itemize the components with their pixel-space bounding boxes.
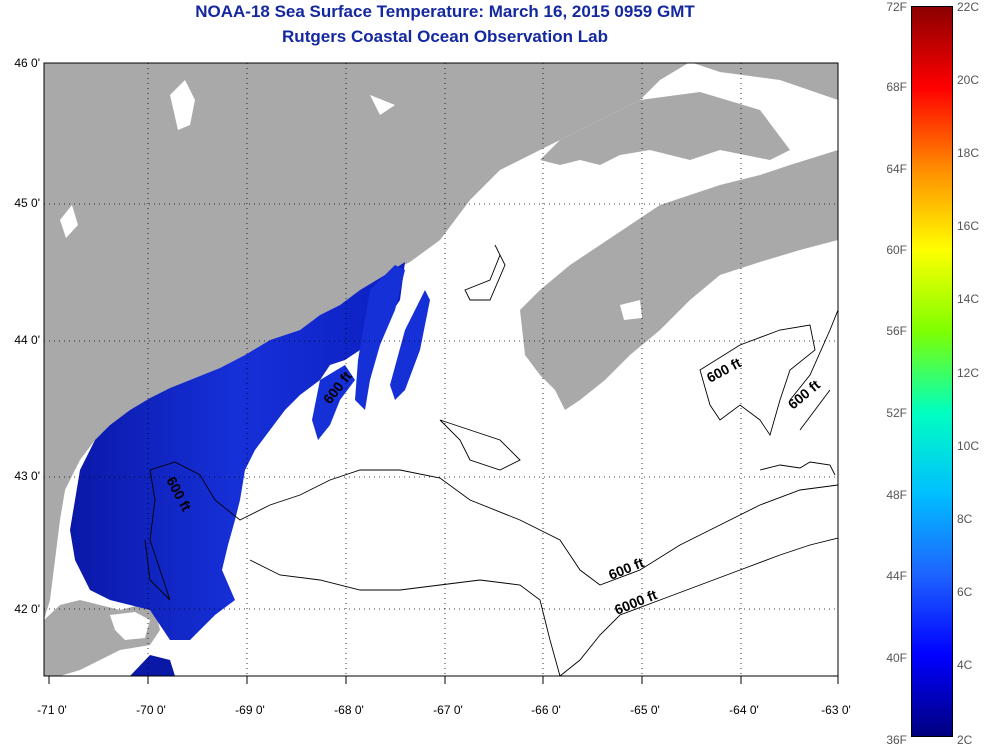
sst-data-south xyxy=(130,655,175,676)
colorbar-c-label: 12C xyxy=(957,366,980,380)
sst-data-strip xyxy=(390,290,430,400)
contour-600ft-ns-east2 xyxy=(789,309,838,431)
colorbar-c-label: 6C xyxy=(957,585,973,599)
land-nova-scotia xyxy=(520,150,838,410)
contour-600ft-gulf xyxy=(149,461,838,586)
lake xyxy=(370,95,395,115)
colorbar-c-label: 16C xyxy=(957,219,980,233)
map-frame xyxy=(43,62,839,677)
lon-tick-label: -71 0' xyxy=(37,703,67,717)
colorbar-f-label: 52F xyxy=(886,406,907,420)
lon-tick-label: -67 0' xyxy=(433,703,463,717)
lat-tick-label: 43 0' xyxy=(14,469,40,483)
colorbar-c-label: 20C xyxy=(957,73,980,87)
contour-600ft-fundy xyxy=(464,244,506,301)
colorbar-c-label: 4C xyxy=(957,658,973,672)
bathymetry-contours xyxy=(144,244,838,676)
colorbar-f-label: 36F xyxy=(886,733,907,747)
sst-data-gulf-of-maine xyxy=(70,262,405,640)
land-mainland xyxy=(44,63,838,620)
lon-tick-label: -70 0' xyxy=(136,703,166,717)
colorbar-f-label: 56F xyxy=(886,324,907,338)
colorbar xyxy=(911,6,953,737)
colorbar-f-label: 72F xyxy=(886,0,907,14)
colorbar-f-label: 60F xyxy=(886,243,907,257)
colorbar-c-label: 14C xyxy=(957,292,980,306)
colorbar-f-label: 64F xyxy=(886,162,907,176)
lat-tick-label: 45 0' xyxy=(14,196,40,210)
colorbar-f-label: 68F xyxy=(886,80,907,94)
lon-tick-label: -66 0' xyxy=(531,703,561,717)
contour-6000ft xyxy=(559,537,838,676)
lon-tick-label: -68 0' xyxy=(334,703,364,717)
colorbar-f-label: 40F xyxy=(886,651,907,665)
contour-600ft-ns-east xyxy=(699,324,816,437)
lake xyxy=(170,80,195,130)
colorbar-f-label: 44F xyxy=(886,569,907,583)
colorbar-f-label: 48F xyxy=(886,488,907,502)
axis-ticks xyxy=(48,676,839,684)
lat-tick-label: 42 0' xyxy=(14,602,40,616)
colorbar-c-label: 8C xyxy=(957,512,973,526)
sst-data-strip xyxy=(355,265,405,410)
map-subtitle: Rutgers Coastal Ocean Observation Lab xyxy=(282,27,608,46)
lake xyxy=(60,205,78,238)
lon-tick-label: -63 0' xyxy=(821,703,851,717)
lon-tick-label: -65 0' xyxy=(630,703,660,717)
lon-tick-label: -64 0' xyxy=(729,703,759,717)
colorbar-c-label: 18C xyxy=(957,146,980,160)
map-title: NOAA-18 Sea Surface Temperature: March 1… xyxy=(195,2,695,21)
contour-shelf xyxy=(759,461,836,476)
sst-data-patch xyxy=(312,365,355,440)
graticule xyxy=(44,63,838,676)
lat-tick-label: 44 0' xyxy=(14,333,40,347)
contour-600ft-inner xyxy=(144,469,171,601)
colorbar-c-label: 2C xyxy=(957,733,973,747)
lon-tick-label: -69 0' xyxy=(235,703,265,717)
lake xyxy=(620,300,642,320)
land-new-brunswick xyxy=(540,92,790,165)
land-cape-cod-hook xyxy=(110,612,150,640)
lat-tick-label: 46 0' xyxy=(14,56,40,70)
colorbar-c-label: 22C xyxy=(957,0,980,14)
colorbar-c-label: 10C xyxy=(957,439,980,453)
contour-600ft-georges xyxy=(439,419,521,471)
